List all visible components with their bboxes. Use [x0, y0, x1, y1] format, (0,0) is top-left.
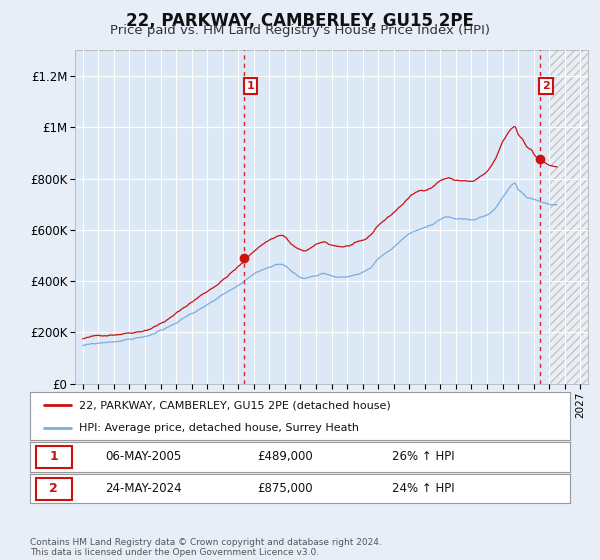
Bar: [548, 50, 588, 384]
Text: 26% ↑ HPI: 26% ↑ HPI: [392, 450, 454, 464]
FancyBboxPatch shape: [37, 478, 71, 500]
Text: Contains HM Land Registry data © Crown copyright and database right 2024.
This d: Contains HM Land Registry data © Crown c…: [30, 538, 382, 557]
Text: 2: 2: [49, 482, 58, 496]
Bar: [548, 50, 588, 384]
Text: 1: 1: [247, 81, 254, 91]
Text: 24% ↑ HPI: 24% ↑ HPI: [392, 482, 454, 496]
Text: HPI: Average price, detached house, Surrey Heath: HPI: Average price, detached house, Surr…: [79, 423, 359, 433]
Text: 22, PARKWAY, CAMBERLEY, GU15 2PE: 22, PARKWAY, CAMBERLEY, GU15 2PE: [126, 12, 474, 30]
FancyBboxPatch shape: [37, 446, 71, 468]
Text: £489,000: £489,000: [257, 450, 313, 464]
Text: 1: 1: [49, 450, 58, 464]
Text: 06-MAY-2005: 06-MAY-2005: [106, 450, 182, 464]
Text: 24-MAY-2024: 24-MAY-2024: [106, 482, 182, 496]
Text: 2: 2: [542, 81, 550, 91]
Text: Price paid vs. HM Land Registry's House Price Index (HPI): Price paid vs. HM Land Registry's House …: [110, 24, 490, 36]
Text: £875,000: £875,000: [257, 482, 313, 496]
Text: 22, PARKWAY, CAMBERLEY, GU15 2PE (detached house): 22, PARKWAY, CAMBERLEY, GU15 2PE (detach…: [79, 400, 391, 410]
